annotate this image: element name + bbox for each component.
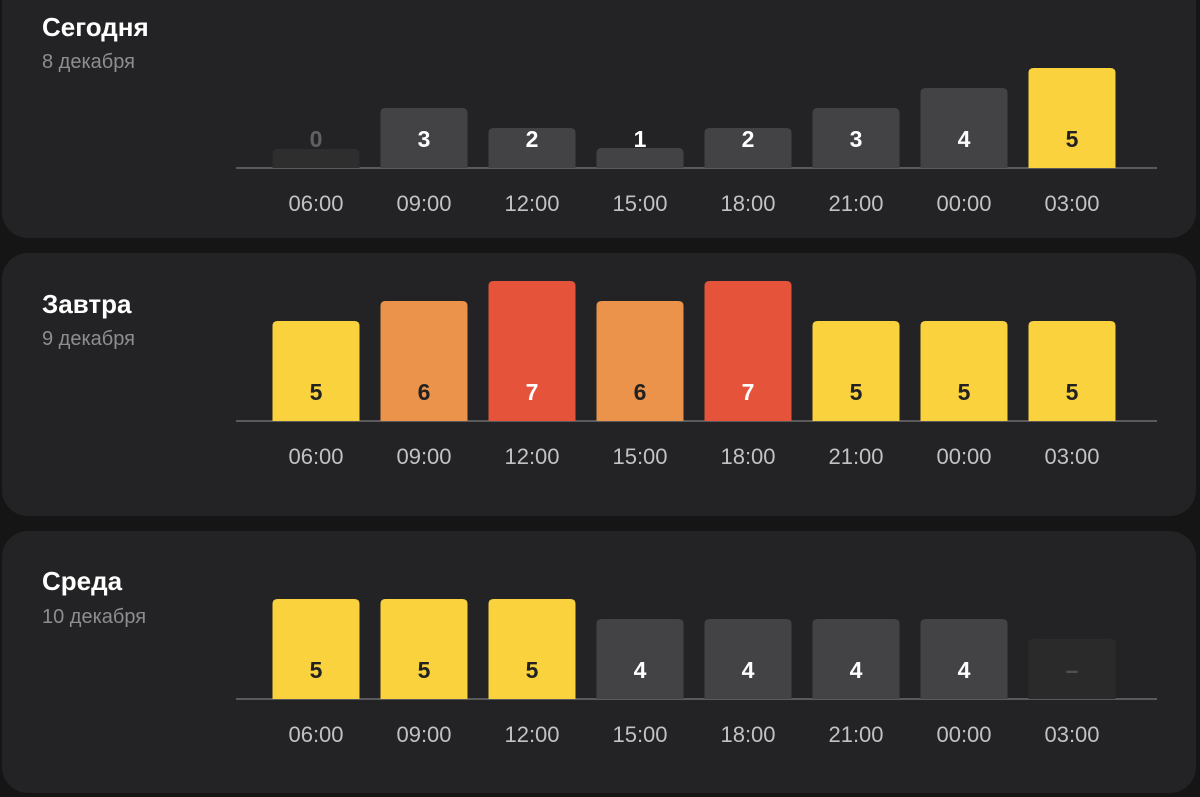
bar-value-label: 4 xyxy=(958,126,971,152)
x-tick-label: 21:00 xyxy=(828,444,883,469)
bar-value-label: 4 xyxy=(742,657,755,683)
bar-value-label: 5 xyxy=(310,657,323,683)
x-tick-label: 09:00 xyxy=(396,191,451,216)
x-tick-label: 15:00 xyxy=(612,444,667,469)
x-tick-label: 21:00 xyxy=(828,722,883,747)
x-tick-label: 00:00 xyxy=(936,191,991,216)
x-tick-label: 00:00 xyxy=(936,444,991,469)
bar-value-label: 5 xyxy=(418,657,431,683)
bar-0000 xyxy=(920,619,1008,699)
bar-1500 xyxy=(596,148,684,168)
x-tick-label: 12:00 xyxy=(504,191,559,216)
bar-value-label: 3 xyxy=(418,126,431,152)
bar-1200 xyxy=(488,281,576,421)
bar-1500 xyxy=(596,619,684,699)
x-tick-label: 03:00 xyxy=(1044,722,1099,747)
panel-date: 9 декабря xyxy=(42,328,135,350)
bar-0300 xyxy=(1028,68,1116,168)
bar-0900 xyxy=(380,301,468,421)
bar-2100 xyxy=(812,619,900,699)
bar-value-label: 5 xyxy=(526,657,539,683)
x-tick-label: 15:00 xyxy=(612,191,667,216)
bar-1200 xyxy=(488,599,576,699)
bar-0600 xyxy=(272,321,360,421)
bar-value-label: 5 xyxy=(1066,126,1079,152)
bar-value-label: 7 xyxy=(526,379,539,405)
bar-0600 xyxy=(272,599,360,699)
bar-2100 xyxy=(812,321,900,421)
x-tick-label: 12:00 xyxy=(504,722,559,747)
panel-date: 8 декабря xyxy=(42,51,135,73)
x-tick-label: 00:00 xyxy=(936,722,991,747)
bar-1200 xyxy=(488,128,576,168)
bar-value-label: 3 xyxy=(850,126,863,152)
bar-value-label: 7 xyxy=(742,379,755,405)
bar-value-label: 5 xyxy=(958,379,971,405)
bar-2100 xyxy=(812,108,900,168)
x-tick-label: 18:00 xyxy=(720,444,775,469)
x-tick-label: 06:00 xyxy=(288,444,343,469)
bar-value-label: 6 xyxy=(634,379,647,405)
x-tick-label: 06:00 xyxy=(288,722,343,747)
x-tick-label: 15:00 xyxy=(612,722,667,747)
x-tick-label: 06:00 xyxy=(288,191,343,216)
bar-0300 xyxy=(1028,321,1116,421)
bar-value-label: 4 xyxy=(634,657,647,683)
bar-0300 xyxy=(1028,639,1116,699)
bar-chart-wednesday: 5 06:00 5 09:00 5 12:00 4 15:00 4 18:00 4 21:00 4 00:… xyxy=(236,599,1157,747)
bar-0900 xyxy=(380,599,468,699)
bar-1500 xyxy=(596,301,684,421)
x-tick-label: 18:00 xyxy=(720,191,775,216)
bar-value-label: 1 xyxy=(634,126,647,152)
panel-title: Сегодня xyxy=(42,12,149,42)
bar-value-label: 5 xyxy=(310,379,323,405)
x-tick-label: 12:00 xyxy=(504,444,559,469)
bar-1800 xyxy=(704,281,792,421)
bar-0900 xyxy=(380,108,468,168)
bar-1800 xyxy=(704,619,792,699)
x-tick-label: 09:00 xyxy=(396,444,451,469)
bar-0000 xyxy=(920,321,1008,421)
bar-value-label: 2 xyxy=(526,126,539,152)
x-tick-label: 21:00 xyxy=(828,191,883,216)
bar-value-label: 6 xyxy=(418,379,431,405)
forecast-panel-tomorrow: Завтра 9 декабря 5 06:00 6 09:00 7 12:00 6 15:0… xyxy=(2,253,1196,516)
x-tick-label: 03:00 xyxy=(1044,191,1099,216)
x-tick-label: 09:00 xyxy=(396,722,451,747)
panel-date: 10 декабря xyxy=(42,606,147,628)
forecast-panel-wednesday: Среда 10 декабря 5 06:00 5 09:00 5 12:00 4 15:0… xyxy=(2,531,1196,793)
bar-value-label: 0 xyxy=(310,126,323,152)
bar-value-label: 2 xyxy=(742,126,755,152)
bar-chart-tomorrow: 5 06:00 6 09:00 7 12:00 6 15:00 7 18:00 5 21:00 5 00:… xyxy=(236,281,1157,469)
bar-value-label: 4 xyxy=(850,657,863,683)
bar-value-label: 5 xyxy=(850,379,863,405)
bar-0600 xyxy=(272,149,360,168)
forecast-panel-today: Сегодня 8 декабря 0 06:00 3 09:00 2 12:00 1 15:… xyxy=(2,0,1196,238)
x-tick-label: 18:00 xyxy=(720,722,775,747)
x-tick-label: 03:00 xyxy=(1044,444,1099,469)
bar-value-label: 4 xyxy=(958,657,971,683)
bar-chart-today: 0 06:00 3 09:00 2 12:00 1 15:00 2 18:00 3 21:00 4 00:… xyxy=(236,68,1157,216)
bar-value-label: 5 xyxy=(1066,379,1079,405)
bar-1800 xyxy=(704,128,792,168)
panel-title: Завтра xyxy=(42,289,132,319)
bar-value-label: – xyxy=(1066,657,1079,683)
panel-title: Среда xyxy=(42,566,123,596)
bar-0000 xyxy=(920,88,1008,168)
